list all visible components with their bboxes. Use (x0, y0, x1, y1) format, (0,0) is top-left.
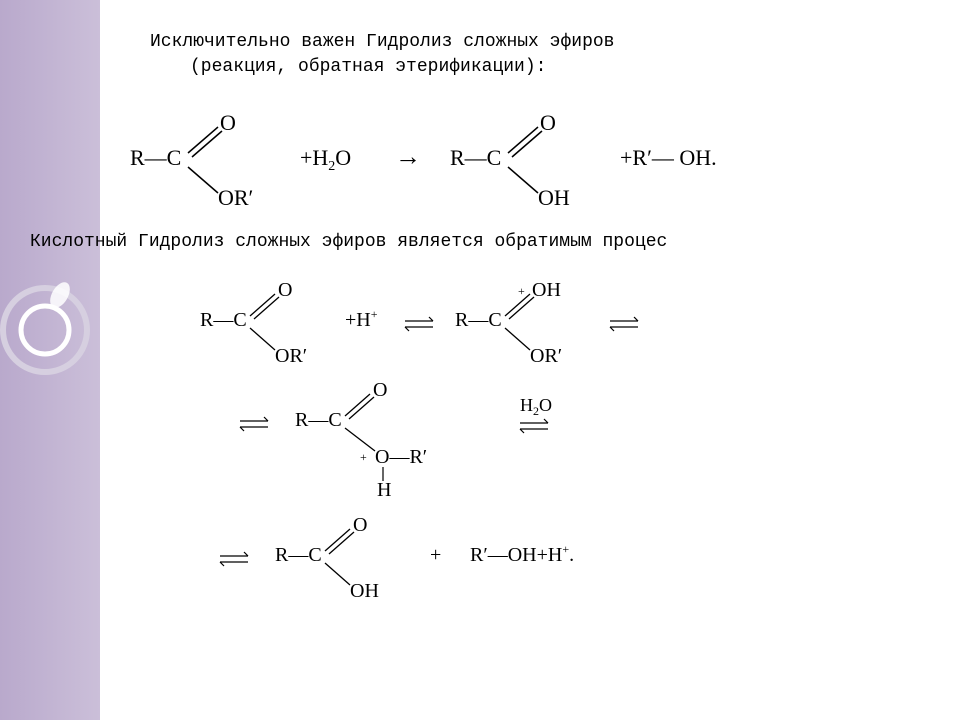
acid-o-top: O (540, 110, 556, 135)
svg-text:+H+: +H+ (345, 307, 378, 331)
arrow: → (395, 142, 421, 171)
svg-text:O—R′: O—R′ (375, 446, 427, 468)
svg-text:OR′: OR′ (530, 345, 562, 367)
title-line-1: Исключительно важен Гидролиз сложных эфи… (150, 30, 920, 55)
svg-text:H: H (377, 479, 391, 501)
svg-text:+: + (430, 544, 441, 566)
plus-roh: +R′— OH. (620, 145, 717, 170)
svg-text:OH: OH (350, 580, 379, 602)
slide-title: Исключительно важен Гидролиз сложных эфи… (100, 30, 920, 80)
ester-o-top: O (220, 110, 236, 135)
title-line-2: (реакция, обратная этерификации): (150, 55, 920, 80)
svg-text:R—C: R—C (455, 309, 502, 331)
overall-reaction: R—C O OR′ +H2O → R—C O OH +R′— OH. (100, 105, 950, 210)
plus-h2o: +H2O (300, 145, 351, 174)
slide-content: Исключительно важен Гидролиз сложных эфи… (0, 0, 960, 720)
ester-or-bot: OR′ (218, 185, 253, 210)
svg-text:O: O (278, 279, 292, 301)
svg-text:R′—OH+H+.: R′—OH+H+. (470, 542, 574, 566)
svg-text:OR′: OR′ (275, 345, 307, 367)
svg-text:R—C: R—C (200, 309, 247, 331)
svg-text:OH: OH (532, 279, 561, 301)
svg-text:O: O (353, 514, 367, 536)
mechanism-block: R—C O OR′ +H+ R—C + OH (100, 276, 950, 621)
svg-text:+: + (518, 284, 525, 298)
ester-rc: R—C (130, 145, 181, 170)
acid-oh-bot: OH (538, 185, 570, 210)
reaction-svg: R—C O OR′ +H2O → R—C O OH +R′— OH. (100, 105, 860, 210)
svg-text:H2O: H2O (520, 395, 552, 418)
svg-text:O: O (373, 379, 387, 401)
subtitle-text: Кислотный Гидролиз сложных эфиров являет… (30, 230, 950, 255)
svg-text:+: + (360, 450, 367, 464)
acid-rc: R—C (450, 145, 501, 170)
svg-text:R—C: R—C (295, 409, 342, 431)
svg-text:R—C: R—C (275, 544, 322, 566)
mechanism-svg: R—C O OR′ +H+ R—C + OH (100, 276, 820, 616)
